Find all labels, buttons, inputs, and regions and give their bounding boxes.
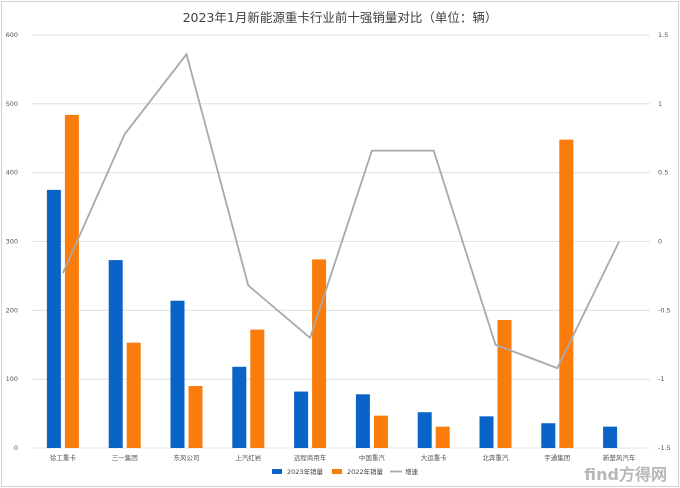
left-tick-label: 0 bbox=[14, 444, 18, 452]
bar-2023-7 bbox=[479, 416, 494, 448]
bar-2023-3 bbox=[232, 366, 247, 448]
growth-line bbox=[62, 52, 620, 370]
category-label: 北奔重汽 bbox=[483, 453, 510, 462]
bar-2022-6 bbox=[435, 426, 450, 448]
right-tick-label: 1.5 bbox=[658, 31, 668, 39]
left-tick-label: 100 bbox=[6, 375, 18, 383]
category-label: 上汽红岩 bbox=[235, 453, 262, 462]
category-label: 大运重卡 bbox=[421, 453, 448, 462]
left-tick-label: 600 bbox=[6, 31, 18, 39]
bar-2022-2 bbox=[188, 386, 203, 448]
right-tick-label: -1 bbox=[658, 375, 664, 383]
category-label: 远程商用车 bbox=[294, 453, 327, 462]
category-label: 中国重汽 bbox=[359, 453, 386, 462]
bar-2023-6 bbox=[417, 412, 432, 448]
legend-label: 2023年销量 bbox=[287, 467, 324, 476]
bar-2023-0 bbox=[46, 189, 61, 448]
growth-line-layer bbox=[62, 52, 620, 370]
bar-2022-5 bbox=[373, 415, 388, 448]
bar-2023-9 bbox=[603, 426, 618, 448]
bar-2022-4 bbox=[312, 259, 327, 448]
legend-swatch bbox=[332, 469, 342, 474]
bar-2022-7 bbox=[497, 319, 512, 448]
bar-2023-1 bbox=[108, 260, 123, 448]
category-label: 东风公司 bbox=[174, 453, 200, 462]
left-tick-label: 200 bbox=[6, 306, 18, 314]
right-tick-label: 1 bbox=[658, 100, 662, 108]
bar-2022-8 bbox=[559, 139, 574, 449]
category-label: 新楚风汽车 bbox=[603, 453, 636, 462]
right-tick-label: -0.5 bbox=[658, 306, 671, 314]
category-label: 宇通集团 bbox=[544, 453, 570, 462]
category-label: 徐工重卡 bbox=[50, 453, 77, 462]
left-tick-label: 300 bbox=[6, 238, 18, 246]
legend: 2023年销量 2022年销量 增速 bbox=[272, 467, 419, 476]
bar-2023-4 bbox=[294, 391, 309, 448]
right-axis-ticks: -1.5 -1 -0.5 0 0.5 1 1.5 bbox=[658, 31, 671, 452]
category-labels: 徐工重卡 三一集团 东风公司 上汽红岩 远程商用车 中国重汽 大运重卡 北奔重汽 宇通集团 新楚风… bbox=[50, 453, 636, 462]
right-tick-label: 0 bbox=[658, 238, 662, 246]
right-tick-label: -1.5 bbox=[658, 444, 671, 452]
left-tick-label: 500 bbox=[6, 100, 18, 108]
right-tick-label: 0.5 bbox=[658, 169, 668, 177]
watermark-logo: find方得网 bbox=[584, 465, 667, 484]
category-label: 三一集团 bbox=[112, 453, 138, 462]
bar-2022-3 bbox=[250, 329, 265, 448]
legend-label: 增速 bbox=[405, 467, 419, 476]
bar-2023-8 bbox=[541, 423, 556, 448]
left-tick-label: 400 bbox=[6, 169, 18, 177]
chart-title: 2023年1月新能源重卡行业前十强销量对比（单位：辆） bbox=[183, 10, 498, 25]
bar-2023-5 bbox=[355, 394, 370, 448]
legend-swatch bbox=[272, 469, 282, 474]
bar-2022-0 bbox=[64, 114, 79, 448]
legend-label: 2022年销量 bbox=[347, 467, 384, 476]
bar-2023-2 bbox=[170, 300, 185, 448]
bar-2022-1 bbox=[126, 342, 141, 448]
bars bbox=[46, 114, 618, 449]
left-axis-ticks: 0 100 200 300 400 500 600 bbox=[6, 31, 18, 452]
